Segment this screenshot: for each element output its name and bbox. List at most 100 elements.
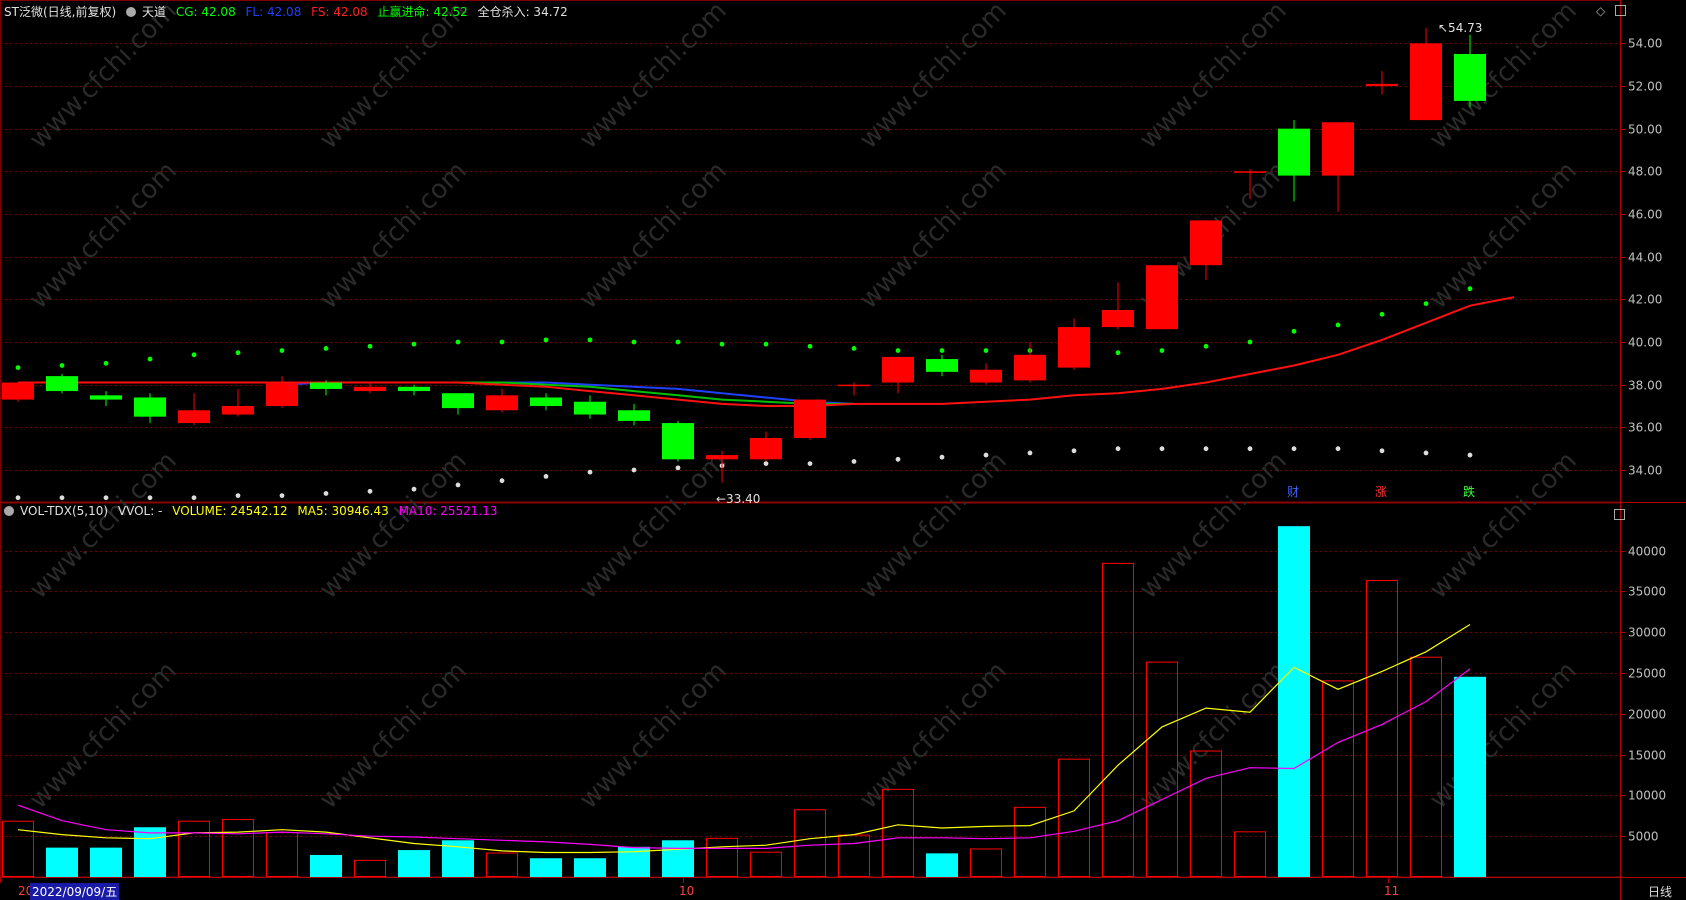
signal-label: 跌 — [1463, 484, 1475, 499]
watermark-text: www.cfchi.com — [1134, 656, 1293, 815]
maximize-icon[interactable] — [1615, 5, 1627, 16]
watermark-text: www.cfchi.com — [24, 656, 183, 815]
price-tick-label: 54.00 — [1628, 37, 1662, 51]
volume-ma10-line — [17, 668, 1471, 850]
price-tick-label: 48.00 — [1628, 165, 1662, 179]
kill-dot — [1291, 446, 1297, 452]
kill-dot — [851, 459, 857, 464]
watermark-text: www.cfchi.com — [314, 156, 473, 315]
kill-dot — [939, 454, 945, 460]
kill-dot — [1379, 448, 1385, 454]
candle-body — [662, 423, 694, 460]
cg-value: CG: 42.08 — [175, 5, 236, 19]
candle-body — [706, 455, 738, 460]
kill-dot — [235, 493, 241, 498]
stop-dot — [1423, 301, 1429, 306]
volume-bar — [706, 837, 738, 877]
kill-dot — [499, 478, 505, 484]
month-nov: 11 — [1384, 884, 1400, 898]
candle-body — [46, 376, 78, 392]
candle-body — [178, 410, 210, 424]
price-tick-label: 42.00 — [1628, 293, 1662, 307]
watermark-text: www.cfchi.com — [1424, 156, 1583, 315]
volume-tick-label: 30000 — [1628, 626, 1666, 640]
volume-tick-label: 20000 — [1628, 708, 1666, 722]
price-tick-label: 40.00 — [1628, 336, 1662, 350]
ma5-value: MA5: 30946.43 — [297, 504, 389, 518]
stop-dot — [895, 348, 901, 353]
candle-body — [222, 406, 254, 415]
volume-panel-frame — [0, 501, 1621, 878]
kill-dot — [1203, 446, 1209, 452]
vol-settings-icon[interactable] — [4, 506, 14, 516]
diamond-icon[interactable]: ◇ — [1596, 4, 1606, 18]
high-price-label: ↖54.73 — [1438, 21, 1482, 35]
candle-body — [926, 359, 958, 372]
kill-dot — [1159, 446, 1165, 452]
kill-dot — [807, 461, 813, 466]
volume-bar — [882, 788, 914, 878]
candle-body — [1278, 128, 1310, 176]
volume-bar — [310, 854, 342, 877]
stop-dot — [763, 341, 769, 347]
volume-value: VOLUME: 24542.12 — [172, 504, 288, 518]
watermark-text: www.cfchi.com — [574, 0, 733, 155]
stop-dot — [807, 343, 813, 349]
period-button[interactable]: 日线 — [1648, 885, 1673, 899]
candle-body — [1190, 220, 1222, 266]
low-price-label: ←33.40 — [716, 492, 760, 506]
price-tick-label: 44.00 — [1628, 251, 1662, 265]
candle-body — [970, 369, 1002, 383]
kill-value: 全仓杀入: 34.72 — [477, 5, 568, 19]
kill-dot — [279, 493, 285, 498]
vol-maximize-icon[interactable] — [1614, 509, 1625, 520]
volume-bar — [134, 827, 166, 877]
watermark-text: www.cfchi.com — [854, 156, 1013, 315]
kill-dot — [675, 465, 681, 471]
watermark-text: www.cfchi.com — [854, 656, 1013, 815]
candle-body — [1146, 265, 1178, 330]
kill-dot — [631, 467, 637, 473]
kill-dot — [411, 486, 417, 492]
stop-dot — [1203, 343, 1209, 349]
candle-body — [1454, 54, 1486, 101]
chart-mode: (日线,前复权) — [42, 5, 117, 19]
indicator-name[interactable]: 天道 — [141, 5, 166, 19]
stock-name[interactable]: ST泛微 — [4, 5, 43, 19]
candle-body — [354, 386, 386, 392]
volume-tick-label: 10000 — [1628, 789, 1666, 803]
candle-body — [1058, 327, 1090, 368]
signal-label: 涨 — [1375, 484, 1387, 499]
stop-dot — [1467, 286, 1473, 292]
price-tick-label: 38.00 — [1628, 379, 1662, 393]
window-controls: ◇ — [1596, 4, 1627, 18]
volume-bar — [1058, 758, 1090, 877]
candle-body — [310, 382, 342, 389]
watermark-text: www.cfchi.com — [24, 0, 183, 155]
kill-dot — [983, 452, 989, 458]
stop-dot — [279, 348, 285, 353]
stop-dot — [235, 350, 241, 356]
candle-body — [1234, 171, 1266, 173]
kill-dot — [1335, 446, 1341, 452]
kill-dot — [543, 474, 549, 479]
volume-bar — [970, 848, 1002, 877]
kill-dot — [763, 461, 769, 466]
stop-dot — [1247, 339, 1253, 345]
kill-dot — [1027, 450, 1033, 456]
watermark-text: www.cfchi.com — [854, 446, 1013, 605]
price-tick-label: 50.00 — [1628, 123, 1662, 137]
volume-tick-label: 5000 — [1628, 830, 1659, 844]
signal-label: 财 — [1287, 485, 1299, 499]
stop-dot — [103, 360, 109, 366]
kill-dot — [1115, 446, 1121, 452]
kill-dot — [1467, 452, 1473, 458]
volume-bar — [1410, 656, 1442, 877]
volume-bar — [530, 858, 562, 877]
volume-tick-label: 15000 — [1628, 749, 1666, 763]
vol-indicator-name[interactable]: VOL-TDX(5,10) — [20, 504, 109, 518]
settings-icon[interactable] — [125, 7, 136, 17]
cg-line — [282, 381, 854, 405]
stop-dot — [719, 341, 725, 347]
candle-body — [882, 356, 914, 383]
